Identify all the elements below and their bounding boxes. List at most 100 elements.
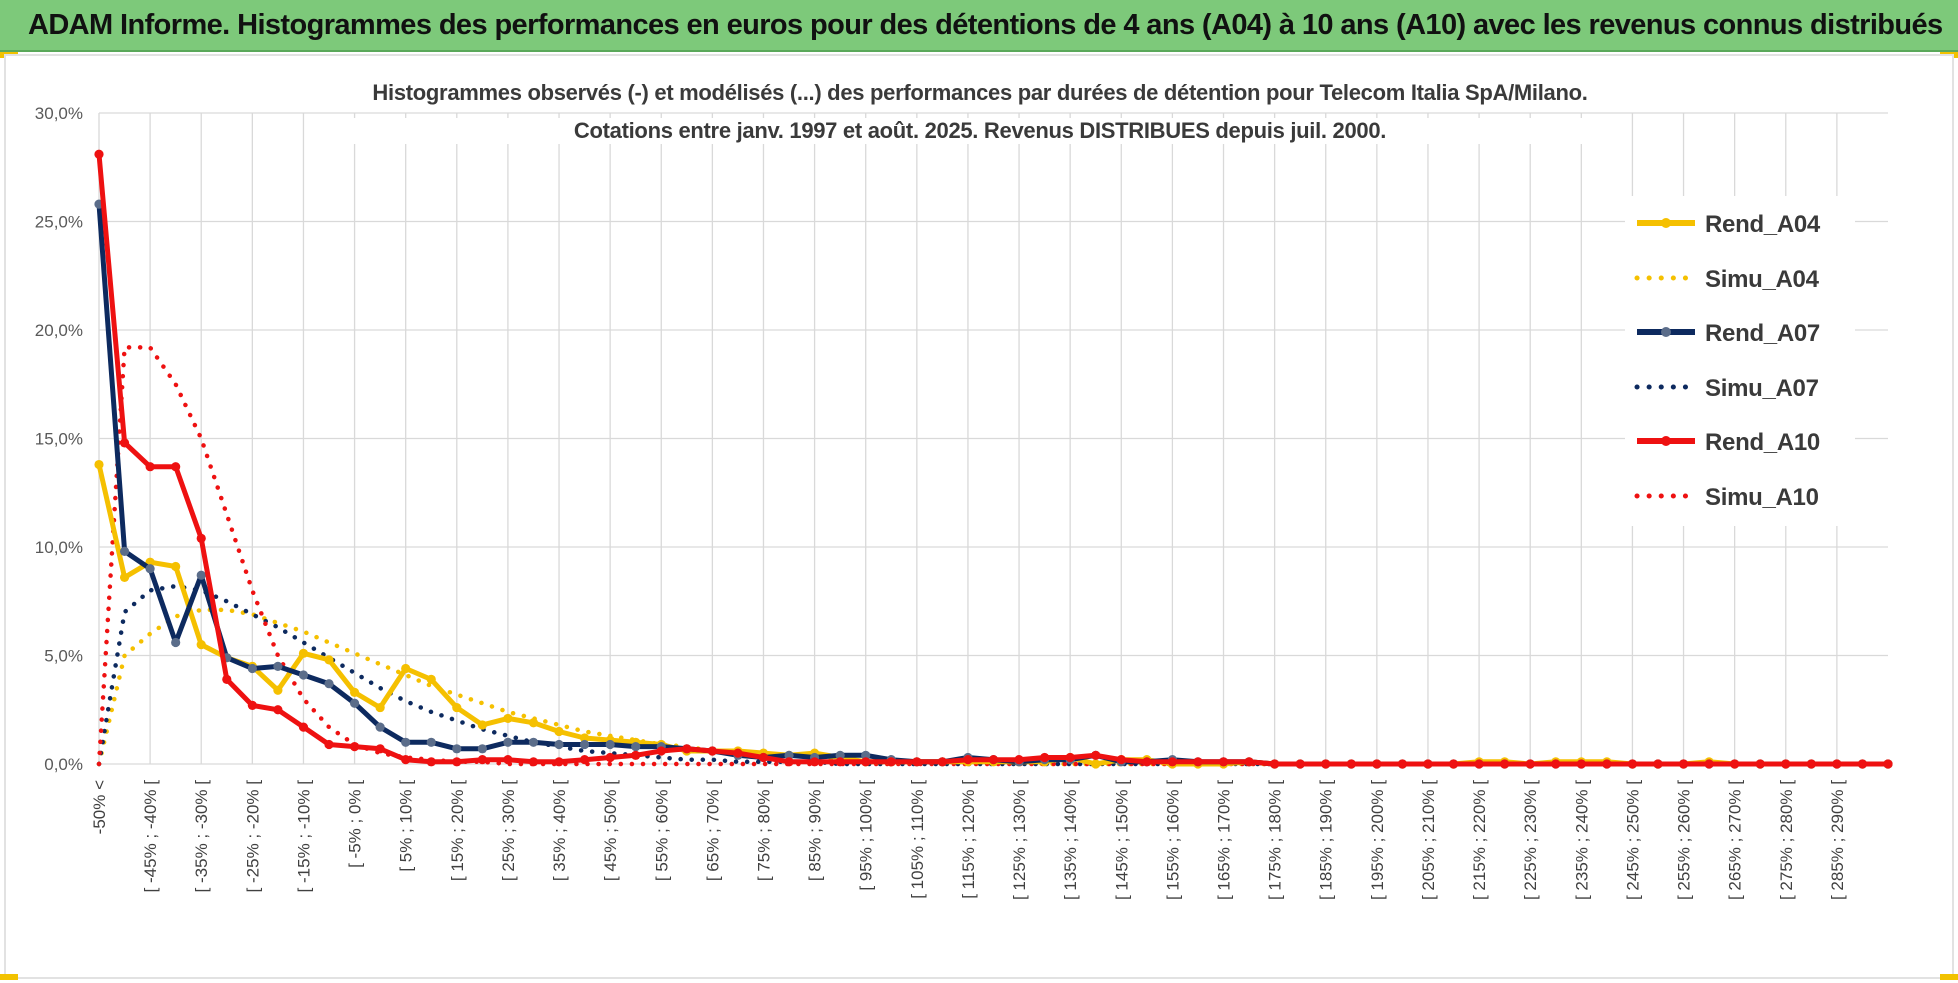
data-point-rend-a10: [1244, 757, 1254, 767]
data-point-rend-a04: [119, 572, 130, 582]
legend-item-simu-a07: Simu_A07: [1633, 370, 1853, 410]
data-point-rend-a10: [1857, 759, 1868, 769]
legend-label: Simu_A04: [1705, 265, 1819, 293]
data-point-rend-a10: [1091, 750, 1101, 760]
legend-swatch-simu-a04: [1634, 275, 1698, 280]
data-point-rend-a10: [1704, 759, 1714, 769]
x-tick-label: [ 285% ; 290% [: [1828, 780, 1847, 900]
data-point-rend-a10: [886, 757, 896, 767]
data-point-rend-a10: [810, 757, 820, 767]
data-point-rend-a07: [324, 679, 334, 689]
data-point-rend-a10: [912, 757, 922, 767]
x-tick-label: [ 195% ; 200% [: [1368, 780, 1387, 900]
data-point-rend-a10: [247, 700, 257, 711]
legend-swatch-rend-a07: [1637, 327, 1695, 337]
data-point-rend-a10: [426, 757, 436, 767]
data-point-rend-a10: [1781, 759, 1791, 769]
legend-swatch-marker: [1661, 327, 1671, 337]
data-point-rend-a07: [503, 737, 513, 747]
data-point-rend-a10: [861, 757, 871, 767]
data-point-rend-a10: [1627, 759, 1638, 769]
data-point-rend-a10: [503, 755, 513, 765]
data-point-rend-a10: [349, 742, 360, 752]
series-line-simu-a04: [96, 607, 1891, 767]
x-tick-label: [ 35% ; 40% [: [550, 780, 569, 881]
data-point-rend-a07: [298, 670, 309, 680]
data-point-rend-a04: [94, 459, 104, 470]
data-point-rend-a04: [528, 718, 539, 728]
x-tick-label: [ 155% ; 160% [: [1163, 780, 1182, 900]
series-line-rend-a04: [96, 463, 1888, 767]
data-point-rend-a07: [119, 546, 130, 556]
legend-swatch-rend-a10: [1637, 436, 1695, 446]
data-point-rend-a10: [196, 533, 206, 543]
legend-swatch-marker: [1661, 218, 1671, 228]
corner-marker-bottom-right: [1940, 974, 1958, 980]
data-point-rend-a04: [1091, 759, 1101, 769]
data-point-rend-a07: [196, 570, 206, 580]
data-point-rend-a10: [1500, 759, 1510, 769]
data-point-rend-a10: [401, 755, 411, 765]
data-point-rend-a10: [1397, 759, 1408, 769]
data-point-rend-a07: [171, 637, 181, 648]
data-point-rend-a10: [1346, 759, 1356, 769]
data-point-rend-a07: [861, 750, 871, 760]
data-point-rend-a10: [298, 722, 309, 732]
data-point-rend-a10: [477, 755, 487, 765]
data-point-rend-a10: [1372, 759, 1382, 769]
data-point-rend-a04: [375, 702, 385, 713]
x-tick-label: [ -25% ; -20% [: [243, 780, 262, 893]
series-line-simu-a07: [96, 583, 1891, 767]
data-point-rend-a10: [119, 438, 130, 448]
data-point-rend-a10: [452, 757, 462, 767]
x-tick-label: [ 215% ; 220% [: [1470, 780, 1489, 900]
x-tick-label: -50% <: [90, 780, 109, 834]
x-tick-label: [ 5% ; 10% [: [397, 780, 416, 872]
x-tick-label: [ 255% ; 260% [: [1675, 780, 1694, 900]
x-tick-label: [ 245% ; 250% [: [1623, 780, 1642, 900]
corner-marker-bottom-left: [0, 974, 18, 980]
x-tick-label: [ 55% ; 60% [: [652, 780, 671, 881]
data-point-rend-a10: [1295, 759, 1305, 769]
data-point-rend-a10: [758, 752, 769, 763]
data-point-rend-a10: [222, 674, 232, 684]
y-tick-label: 5,0%: [44, 647, 83, 666]
x-tick-label: [ 275% ; 280% [: [1777, 780, 1796, 900]
x-tick-label: [ 45% ; 50% [: [601, 780, 620, 881]
data-point-rend-a10: [963, 755, 973, 765]
data-point-rend-a07: [784, 750, 794, 760]
legend-item-simu-a10: Simu_A10: [1633, 479, 1853, 519]
legend-label: Simu_A10: [1705, 483, 1819, 511]
x-tick-label: [ -35% ; -30% [: [192, 780, 211, 893]
y-tick-label: 10,0%: [35, 538, 83, 557]
legend-swatch-simu-a10: [1634, 493, 1698, 498]
x-tick-label: [ 145% ; 150% [: [1112, 780, 1131, 900]
data-point-rend-a10: [631, 750, 641, 760]
x-tick-label: [ 95% ; 100% [: [857, 780, 876, 891]
y-tick-label: 25,0%: [35, 213, 83, 232]
data-point-rend-a10: [733, 748, 743, 758]
x-tick-label: [ 65% ; 70% [: [703, 780, 722, 881]
data-point-rend-a07: [554, 739, 564, 750]
x-tick-label: [ -45% ; -40% [: [141, 780, 160, 893]
data-point-rend-a10: [528, 757, 539, 767]
data-point-rend-a04: [196, 640, 206, 650]
data-point-rend-a07: [452, 744, 462, 754]
data-point-rend-a10: [324, 739, 334, 750]
data-point-rend-a04: [452, 702, 462, 713]
x-tick-label: [ -5% ; 0% [: [346, 780, 365, 868]
legend-item-rend-a10: Rend_A10: [1633, 424, 1853, 464]
data-point-rend-a10: [1602, 759, 1612, 769]
data-point-rend-a04: [171, 561, 181, 572]
data-point-rend-a10: [171, 462, 181, 472]
y-tick-label: 15,0%: [35, 430, 83, 449]
data-point-rend-a10: [1065, 752, 1075, 763]
data-point-rend-a10: [682, 744, 692, 754]
legend-swatch-marker: [1661, 436, 1671, 446]
data-point-rend-a10: [1678, 759, 1689, 769]
report-banner: ADAM Informe. Histogrammes des performan…: [0, 0, 1958, 52]
legend-item-rend-a07: Rend_A07: [1633, 315, 1853, 355]
data-point-rend-a10: [375, 744, 385, 754]
data-point-rend-a10: [937, 757, 947, 767]
